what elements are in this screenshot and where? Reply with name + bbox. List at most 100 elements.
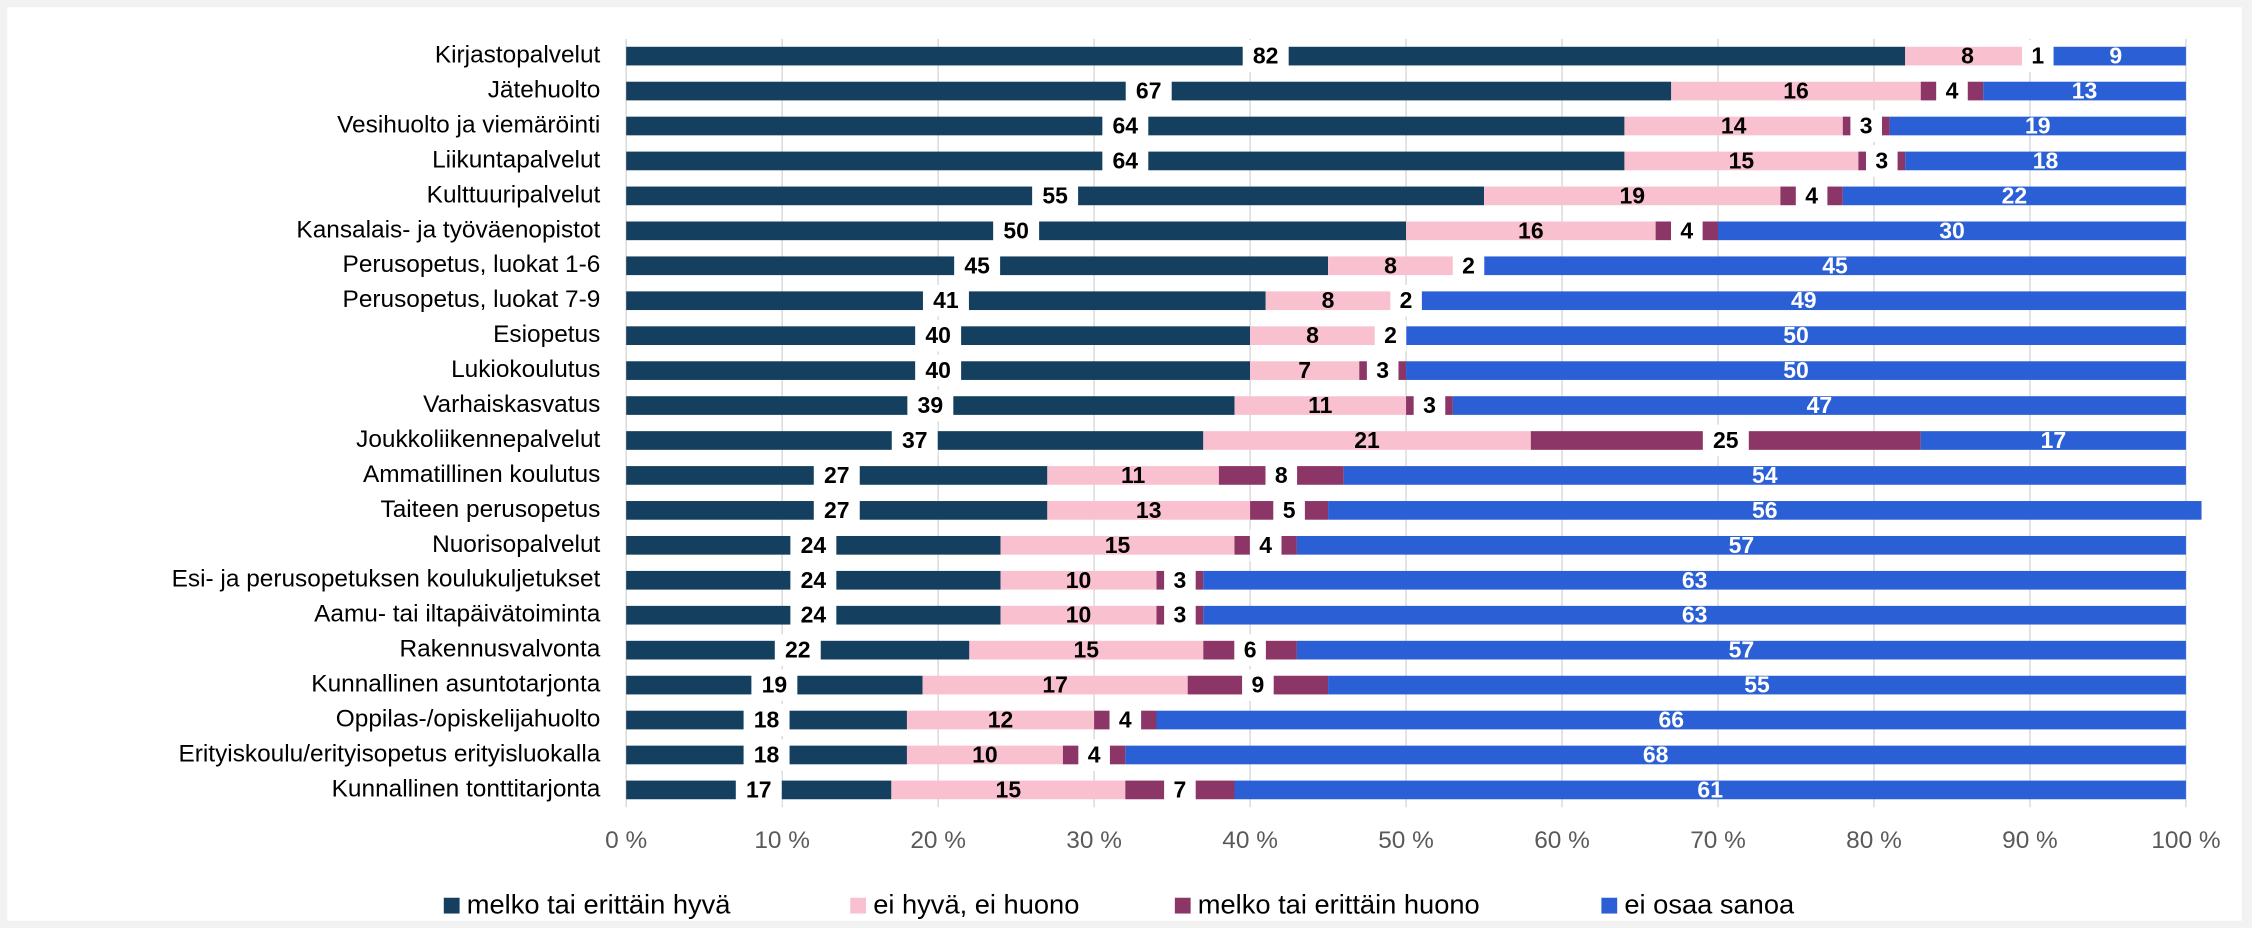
label-box <box>1032 180 1079 212</box>
label-box <box>1273 494 1305 527</box>
data-label: 50 <box>1783 322 1809 348</box>
data-label: 25 <box>1713 427 1739 453</box>
data-label: 82 <box>1253 43 1279 69</box>
data-label: 17 <box>2041 427 2067 453</box>
label-box <box>813 459 860 492</box>
data-label: 15 <box>996 776 1022 802</box>
label-box <box>1102 145 1149 177</box>
legend-swatch <box>1174 897 1191 914</box>
data-label: 1 <box>2031 43 2044 69</box>
label-box <box>1865 145 1898 177</box>
y-tick-label: Nuorisopalvelut <box>432 531 600 558</box>
y-tick-label: Oppilas-/opiskelijahuolto <box>336 705 601 732</box>
bar-segment <box>1484 256 2186 276</box>
data-label: 55 <box>1744 672 1770 698</box>
bar-segment <box>1905 46 2030 66</box>
bar-segment <box>1484 186 1781 206</box>
label-box <box>915 354 962 387</box>
data-label: 21 <box>1354 427 1380 453</box>
data-label: 55 <box>1042 182 1068 208</box>
bar-segment <box>1624 151 1859 171</box>
y-tick-label: Perusopetus, luokat 7-9 <box>343 286 601 313</box>
data-label: 67 <box>1136 78 1162 104</box>
label-box <box>954 249 1001 282</box>
bar-segment <box>1406 326 2186 345</box>
bar-segment <box>1920 431 2186 450</box>
y-tick-label: Esiopetus <box>493 321 600 348</box>
y-tick-label: Liikuntapalvelut <box>432 146 600 173</box>
data-label: 24 <box>801 567 827 593</box>
label-box <box>1936 75 1968 107</box>
bar-segment <box>1406 361 2186 380</box>
data-label: 39 <box>918 392 944 418</box>
label-box <box>1265 459 1298 492</box>
data-label: 3 <box>1860 112 1873 138</box>
data-label: 8 <box>1322 287 1335 313</box>
x-tick-label: 10 % <box>754 827 810 854</box>
label-box <box>1452 249 1485 282</box>
data-label: 15 <box>1729 147 1755 173</box>
bar-segment <box>1983 81 2186 101</box>
bar-segment <box>1203 570 2186 590</box>
data-label: 2 <box>1400 287 1413 313</box>
bar-segment <box>1156 710 2186 730</box>
x-tick-label: 100 % <box>2151 827 2220 854</box>
data-label: 56 <box>1752 497 1778 523</box>
data-label: 8 <box>1275 462 1288 488</box>
bar-segment <box>1000 535 1235 555</box>
label-box <box>993 215 1040 247</box>
bar-segment <box>1671 81 1921 101</box>
x-tick-label: 70 % <box>1690 827 1746 854</box>
label-box <box>1702 424 1749 457</box>
label-box <box>1242 669 1274 701</box>
legend-label: melko tai erittäin huono <box>1198 889 1480 920</box>
y-tick-label: Rakennusvalvonta <box>400 636 601 663</box>
data-label: 4 <box>1680 217 1693 243</box>
data-label: 10 <box>1066 567 1092 593</box>
data-label: 64 <box>1113 147 1139 173</box>
y-tick-label: Vesihuolto ja viemäröinti <box>337 111 600 138</box>
legend-label: ei hyvä, ei huono <box>873 889 1079 920</box>
data-label: 10 <box>1066 602 1092 628</box>
x-tick-label: 90 % <box>2002 827 2058 854</box>
bar-segment <box>2045 46 2186 66</box>
y-tick-label: Varhaiskasvatus <box>423 391 600 418</box>
data-label: 7 <box>1174 776 1187 802</box>
bar-segment <box>1452 396 2186 415</box>
data-label: 37 <box>902 427 928 453</box>
y-tick-label: Erityiskoulu/erityisopetus erityisluokal… <box>178 740 600 767</box>
x-tick-label: 0 % <box>605 827 647 854</box>
data-label: 4 <box>1259 532 1272 558</box>
data-label: 11 <box>1121 462 1146 488</box>
data-label: 24 <box>801 532 827 558</box>
bar-segment <box>1047 466 1219 485</box>
y-tick-label: Kirjastopalvelut <box>435 42 601 69</box>
label-box <box>743 739 790 771</box>
data-label: 27 <box>824 462 850 488</box>
label-box <box>1374 319 1407 352</box>
data-label: 66 <box>1658 707 1684 733</box>
legend-swatch <box>1601 897 1618 914</box>
data-label: 41 <box>933 287 959 313</box>
data-label: 49 <box>1791 287 1817 313</box>
bar-segment <box>1250 361 1360 380</box>
bar-segment <box>1624 116 1843 136</box>
data-label: 57 <box>1729 532 1755 558</box>
bar-segment <box>1296 535 2186 555</box>
data-label: 40 <box>925 357 951 383</box>
x-tick-label: 60 % <box>1534 827 1590 854</box>
bar-segment <box>1000 570 1157 590</box>
data-label: 14 <box>1721 112 1747 138</box>
label-box <box>1413 389 1446 422</box>
data-label: 19 <box>1619 182 1645 208</box>
data-label: 10 <box>972 741 998 767</box>
data-label: 61 <box>1697 776 1723 802</box>
label-box <box>743 704 790 736</box>
label-box <box>1164 599 1196 632</box>
label-box <box>1078 739 1110 771</box>
y-tick-label: Kunnallinen tonttitarjonta <box>332 775 601 802</box>
data-label: 15 <box>1074 637 1100 663</box>
label-box <box>1109 704 1142 736</box>
